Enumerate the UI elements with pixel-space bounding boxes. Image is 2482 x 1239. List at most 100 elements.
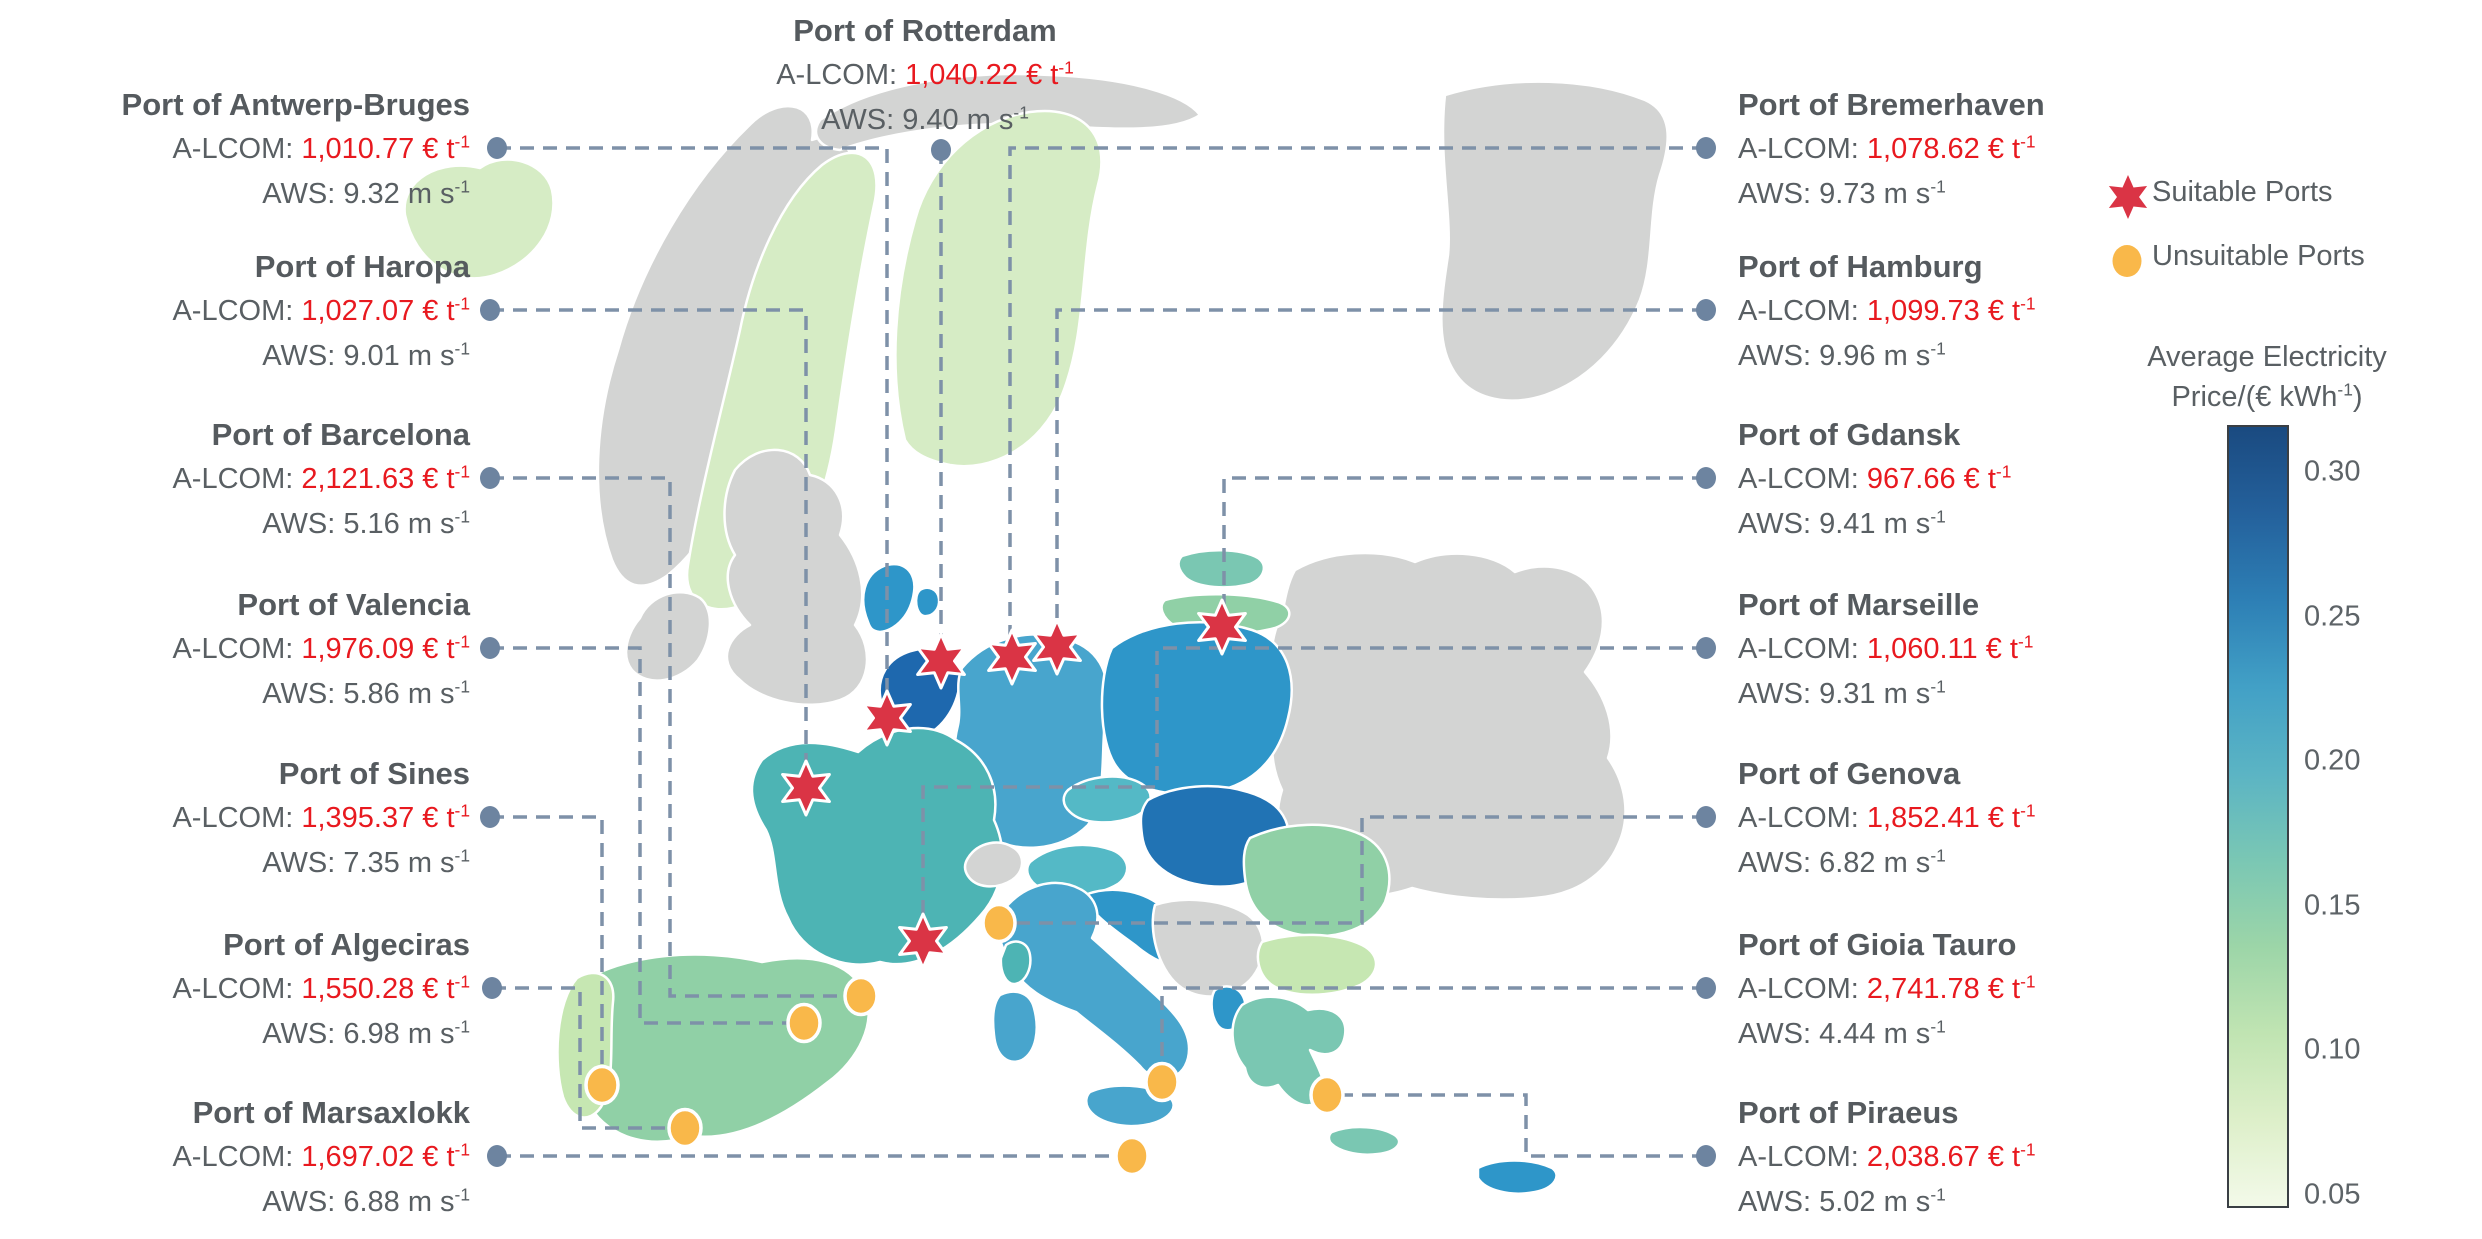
colorbar-gradient <box>2227 425 2289 1208</box>
country-russia-northeast <box>1440 80 1669 402</box>
country-estonia <box>1177 548 1266 589</box>
legend-unsuitable-label: Unsuitable Ports <box>2152 240 2365 272</box>
aws-line: AWS: 7.35 m s-1 <box>262 845 470 879</box>
aws-line: AWS: 9.41 m s-1 <box>1738 506 1946 540</box>
port-name: Port of Genova <box>1738 756 1961 791</box>
port-of-sines-circle-icon <box>584 1064 620 1106</box>
port-of-valencia-anchor-dot <box>480 637 500 659</box>
colorbar-title: Average Electricity Price/(€ kWh-1) <box>2147 341 2387 413</box>
alcom-line: A-LCOM: 1,040.22 € t-1 <box>776 57 1074 91</box>
port-of-bremerhaven-connector-line <box>1008 146 1706 651</box>
alcom-line: A-LCOM: 2,038.67 € t-1 <box>1738 1139 2036 1173</box>
alcom-line: A-LCOM: 2,121.63 € t-1 <box>172 461 470 495</box>
port-of-valencia-connector-line <box>490 646 792 1025</box>
port-of-hamburg-label: Port of Hamburg A-LCOM: 1,099.73 € t-1 AWS… <box>1738 244 2036 379</box>
port-name: Port of Sines <box>278 756 470 791</box>
country-serbia-bosnia <box>1151 898 1265 998</box>
aws-line: AWS: 5.16 m s-1 <box>262 506 470 540</box>
port-of-antwerp-bruges-connector-line <box>497 146 889 712</box>
port-of-haropa-anchor-dot <box>480 299 500 321</box>
port-of-hamburg-connector-line <box>1055 308 1706 641</box>
port-of-haropa-star-icon <box>781 759 831 817</box>
port-of-gdansk-connector-line <box>1222 476 1706 621</box>
port-of-genova-circle-icon <box>981 902 1017 944</box>
aws-line: AWS: 9.96 m s-1 <box>1738 338 1946 372</box>
aws-line: AWS: 6.88 m s-1 <box>262 1184 470 1218</box>
alcom-line: A-LCOM: 1,976.09 € t-1 <box>172 631 470 665</box>
legend-suitable-label: Suitable Ports <box>2152 176 2333 208</box>
port-name: Port of Gdansk <box>1738 417 1961 452</box>
port-of-barcelona-circle-icon <box>843 975 879 1017</box>
aws-line: AWS: 5.86 m s-1 <box>262 676 470 710</box>
colorbar-tick-value: 0.20 <box>2304 744 2361 777</box>
aws-line: AWS: 5.02 m s-1 <box>1738 1184 1946 1218</box>
port-name: Port of Gioia Tauro <box>1738 927 2017 962</box>
country-iceland <box>403 158 555 280</box>
port-of-rotterdam-anchor-dot <box>931 139 951 161</box>
port-of-haropa-label: Port of Haropa A-LCOM: 1,027.07 € t-1 AWS:… <box>172 244 470 379</box>
port-name: Port of Bremerhaven <box>1738 87 2045 122</box>
country-shapes <box>403 72 1669 1195</box>
country-spain <box>566 953 870 1143</box>
port-name: Port of Rotterdam <box>793 13 1057 48</box>
label-connector-lines <box>480 137 1716 1167</box>
alcom-line: A-LCOM: 967.66 € t-1 <box>1738 461 2012 495</box>
alcom-line: A-LCOM: 2,741.78 € t-1 <box>1738 971 2036 1005</box>
aws-line: AWS: 9.73 m s-1 <box>1738 176 1946 210</box>
aws-line: AWS: 9.40 m s-1 <box>821 102 1029 136</box>
alcom-line: A-LCOM: 1,395.37 € t-1 <box>172 800 470 834</box>
aws-line: AWS: 9.32 m s-1 <box>262 176 470 210</box>
port-name: Port of Barcelona <box>211 417 470 452</box>
aws-line: AWS: 4.44 m s-1 <box>1738 1016 1946 1050</box>
legend-unsuitable-circle-icon <box>2112 245 2142 277</box>
port-of-sines-anchor-dot <box>480 806 500 828</box>
colorbar-tick-value: 0.05 <box>2304 1178 2361 1211</box>
port-of-sines-connector-line <box>490 815 604 1072</box>
port-of-marseille-star-icon <box>898 912 948 970</box>
port-of-marseille-label: Port of Marseille A-LCOM: 1,060.11 € t-1 A… <box>1738 582 2033 717</box>
port-of-bremerhaven-anchor-dot <box>1696 137 1716 159</box>
port-of-hamburg-star-icon <box>1032 618 1082 676</box>
port-of-algeciras-anchor-dot <box>482 977 502 999</box>
port-name: Port of Antwerp-Bruges <box>121 87 470 122</box>
port-of-valencia-circle-icon <box>786 1002 822 1044</box>
port-name: Port of Marseille <box>1738 587 1980 622</box>
country-denmark <box>862 563 916 634</box>
port-of-antwerp-bruges-anchor-dot <box>487 137 507 159</box>
port-of-marseille-connector-line <box>921 646 1706 934</box>
port-of-marseille-anchor-dot <box>1696 637 1716 659</box>
port-of-gioia-tauro-circle-icon <box>1144 1061 1180 1103</box>
country-romania <box>1242 823 1391 938</box>
port-name: Port of Valencia <box>237 587 470 622</box>
island-corsica <box>999 940 1032 986</box>
port-of-gioia-tauro-label: Port of Gioia Tauro A-LCOM: 2,741.78 € t-… <box>1738 922 2036 1057</box>
port-of-hamburg-anchor-dot <box>1696 299 1716 321</box>
port-of-barcelona-connector-line <box>490 476 849 998</box>
island-crete <box>1476 1159 1558 1195</box>
colorbar-tick-value: 0.30 <box>2304 455 2361 488</box>
port-of-antwerp-bruges-label: Port of Antwerp-Bruges A-LCOM: 1,010.77 €… <box>122 82 470 217</box>
country-ireland <box>624 591 712 682</box>
port-of-piraeus-label: Port of Piraeus A-LCOM: 2,038.67 € t-1 AWS… <box>1738 1090 2036 1225</box>
alcom-line: A-LCOM: 1,027.07 € t-1 <box>172 293 470 327</box>
port-of-gdansk-star-icon <box>1197 598 1247 656</box>
port-of-gioia-tauro-anchor-dot <box>1696 977 1716 999</box>
port-of-marsaxlokk-circle-icon <box>1114 1135 1150 1177</box>
alcom-line: A-LCOM: 1,852.41 € t-1 <box>1738 800 2036 834</box>
country-denmark-island <box>914 586 941 618</box>
port-name: Port of Haropa <box>254 249 470 284</box>
alcom-line: A-LCOM: 1,078.62 € t-1 <box>1738 131 2036 165</box>
port-of-barcelona-anchor-dot <box>480 467 500 489</box>
country-switzerland <box>963 841 1024 888</box>
port-of-sines-label: Port of Sines A-LCOM: 1,395.37 € t-1 AWS: … <box>172 751 470 886</box>
legend-suitable-star-icon <box>2108 175 2148 219</box>
port-markers <box>584 175 2289 1196</box>
country-bulgaria <box>1256 933 1378 996</box>
port-of-genova-anchor-dot <box>1696 806 1716 828</box>
aws-line: AWS: 6.98 m s-1 <box>262 1016 470 1050</box>
aws-line: AWS: 9.31 m s-1 <box>1738 676 1946 710</box>
port-of-barcelona-label: Port of Barcelona A-LCOM: 2,121.63 € t-1 A… <box>172 412 470 547</box>
country-united-kingdom <box>723 448 869 707</box>
